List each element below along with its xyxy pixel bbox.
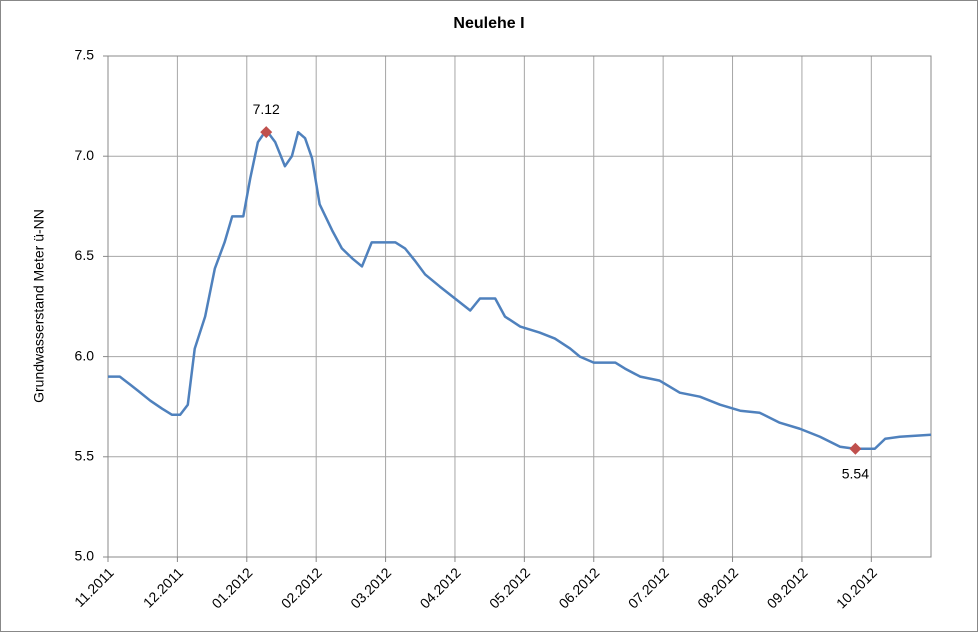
y-tick-label: 7.0: [75, 147, 95, 163]
y-tick-label: 7.5: [75, 47, 95, 63]
annotation-label: 5.54: [842, 465, 869, 481]
plot-border: [107, 55, 932, 558]
y-tick-label: 5.0: [75, 548, 95, 564]
y-tick-label: 5.5: [75, 448, 95, 464]
annotation-marker: [260, 126, 273, 139]
y-axis-label: Grundwasserstand Meter ü-NN: [31, 209, 47, 403]
y-tick-label: 6.0: [75, 347, 95, 363]
y-tick-label: 6.5: [75, 247, 95, 263]
chart-title: Neulehe I: [453, 15, 524, 32]
data-line: [108, 128, 932, 451]
annotation-label: 7.12: [253, 101, 280, 117]
annotation-marker: [849, 442, 862, 455]
